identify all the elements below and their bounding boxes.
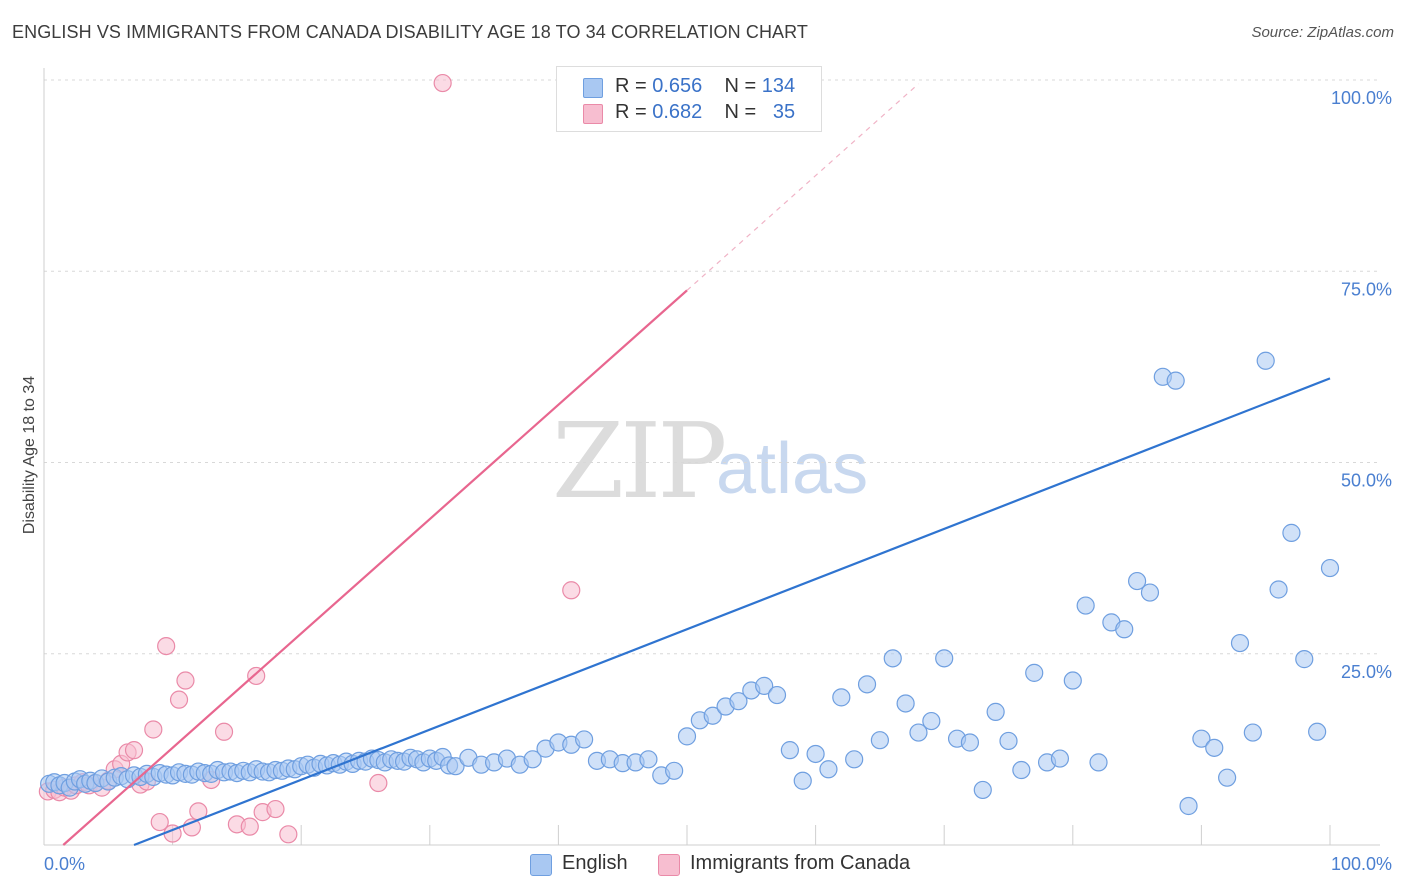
data-point <box>1269 580 1288 599</box>
data-point <box>169 690 189 709</box>
data-point <box>819 760 838 779</box>
axes <box>43 68 1380 846</box>
data-point <box>1140 583 1160 602</box>
series-english <box>40 351 1340 816</box>
legend-r-value: 0.682 <box>652 101 703 123</box>
data-point <box>240 817 259 836</box>
data-point <box>973 780 992 800</box>
data-point <box>909 723 928 742</box>
x-tick-label: 100.0% <box>1331 854 1392 874</box>
data-point <box>1308 722 1327 741</box>
trend-lines <box>62 83 1331 847</box>
legend-swatch-english <box>583 78 603 98</box>
legend-n-label: N = <box>724 75 762 97</box>
data-point <box>1205 738 1224 757</box>
data-point <box>845 750 864 769</box>
data-point <box>1076 596 1095 615</box>
data-point <box>144 720 163 739</box>
data-point <box>793 771 812 790</box>
data-point <box>703 706 722 725</box>
data-point <box>523 750 542 769</box>
data-point <box>806 744 825 764</box>
data-point <box>1230 633 1250 653</box>
data-point <box>960 733 980 752</box>
trend-line-immigrants <box>62 289 688 846</box>
data-point <box>1282 523 1301 542</box>
data-point <box>883 649 902 668</box>
correlation-legend: R = 0.656 N = 134 R = 0.682 N = 35 <box>556 66 822 132</box>
data-point <box>870 731 890 750</box>
y-tick-label: 50.0% <box>1341 471 1392 491</box>
data-point <box>176 671 195 690</box>
data-point <box>279 825 298 844</box>
trend-line-extension <box>686 83 919 291</box>
data-point <box>1295 650 1314 669</box>
data-point <box>433 73 452 93</box>
data-point <box>1063 671 1082 690</box>
data-point <box>1192 729 1211 748</box>
data-point <box>767 685 787 705</box>
data-point <box>857 675 877 694</box>
data-point <box>247 666 266 686</box>
legend-r-label: R = <box>615 101 653 123</box>
data-point <box>1012 760 1031 780</box>
data-point <box>1115 620 1134 639</box>
data-point <box>1025 663 1044 682</box>
data-point <box>896 694 915 713</box>
data-point <box>157 636 176 656</box>
data-point <box>832 688 851 707</box>
legend-r-value: 0.656 <box>652 75 703 97</box>
data-point <box>369 773 388 793</box>
legend-swatch-immigrants <box>583 104 603 124</box>
data-point <box>922 711 941 731</box>
y-tick-label: 100.0% <box>1331 88 1392 108</box>
bottom-legend-swatch-immigrants <box>658 854 680 876</box>
data-point <box>1218 768 1237 787</box>
legend-r-label: R = <box>615 75 653 97</box>
legend-n-label: N = <box>724 101 762 123</box>
data-point <box>729 692 748 711</box>
data-point <box>755 676 774 695</box>
data-point <box>1256 351 1275 370</box>
data-point <box>780 741 799 760</box>
y-tick-label: 75.0% <box>1341 279 1392 299</box>
data-point <box>1127 571 1147 591</box>
data-point <box>266 799 285 819</box>
watermark-zip: ZIP <box>552 400 727 522</box>
data-point <box>1089 753 1108 772</box>
axis-labels: 25.0% 50.0% 75.0% 100.0% 0.0% 100.0% Disabilit… <box>21 88 1392 874</box>
legend-n-value: 134 <box>761 75 796 97</box>
data-point <box>665 761 684 780</box>
source-label: Source: ZipAtlas.com <box>1251 24 1394 41</box>
chart-title: ENGLISH VS IMMIGRANTS FROM CANADA DISABI… <box>12 22 809 42</box>
data-point <box>677 727 697 746</box>
bottom-legend-swatch-english <box>530 854 552 876</box>
data-point <box>986 702 1005 721</box>
data-point <box>1320 558 1340 578</box>
data-point <box>1166 371 1185 390</box>
y-tick-label: 25.0% <box>1341 662 1392 682</box>
legend-n-value: 35 <box>772 101 796 123</box>
data-point <box>150 812 169 832</box>
data-point <box>639 750 658 769</box>
data-point <box>1243 723 1262 742</box>
data-point <box>124 741 144 760</box>
data-point <box>562 581 581 600</box>
data-point <box>1179 796 1198 816</box>
bottom-legend-label: English <box>562 852 628 874</box>
data-point <box>446 757 465 776</box>
data-point <box>999 731 1018 751</box>
data-point <box>575 730 594 749</box>
gridlines <box>44 79 1380 655</box>
x-tick-label: 0.0% <box>44 854 85 874</box>
data-point <box>935 649 954 668</box>
trend-line-english <box>133 377 1331 847</box>
bottom-legend-label: Immigrants from Canada <box>690 852 911 874</box>
y-axis-label: Disability Age 18 to 34 <box>21 376 38 534</box>
data-point <box>1050 749 1070 768</box>
watermark-atlas: atlas <box>716 429 869 509</box>
data-point <box>214 722 234 741</box>
